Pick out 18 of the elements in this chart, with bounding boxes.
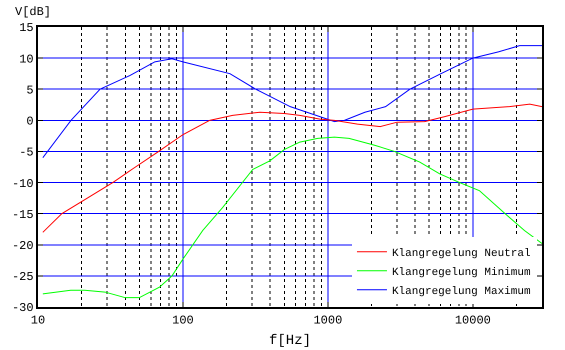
y-tick-label: -15 [12, 208, 34, 222]
y-axis-title: V[dB] [15, 5, 52, 19]
x-tick-label: 1000 [313, 313, 342, 328]
x-axis-title: f[Hz] [268, 333, 312, 350]
x-tick-label: 100 [172, 313, 194, 328]
y-tick-label: 5 [26, 83, 34, 98]
y-tick-label: -20 [12, 238, 34, 253]
y-tick-label: -30 [12, 301, 34, 316]
legend-label: Klangregelung Neutral [392, 248, 531, 260]
y-tick-label: 10 [19, 52, 34, 66]
x-tick-label: 10000 [454, 313, 491, 328]
y-tick-label: 15 [19, 21, 34, 36]
y-tick-label: -10 [12, 176, 34, 191]
legend-label: Klangregelung Minimum [392, 266, 531, 279]
legend-label: Klangregelung Maximum [392, 286, 531, 298]
y-tick-label: 0 [26, 114, 34, 129]
y-tick-label: -25 [12, 270, 34, 284]
y-tick-label: -5 [19, 146, 34, 160]
